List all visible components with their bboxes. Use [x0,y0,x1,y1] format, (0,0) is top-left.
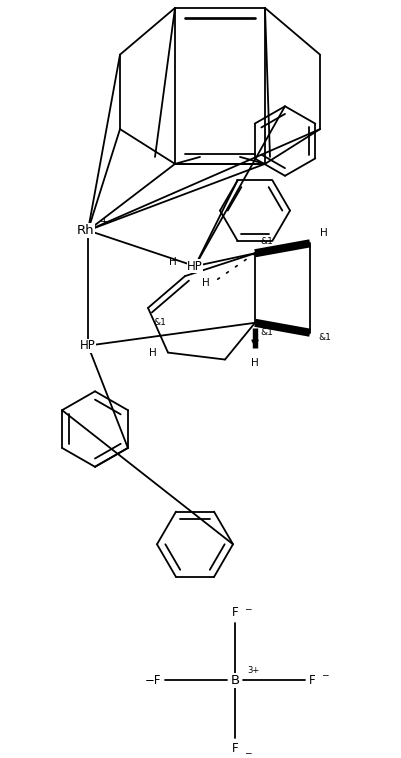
Text: HP: HP [80,339,95,352]
Text: −: − [243,604,251,612]
Text: &1: &1 [317,334,330,342]
Text: H: H [319,228,327,239]
Text: H: H [169,257,176,268]
Text: H: H [251,358,258,368]
Text: &1: &1 [153,318,166,327]
Text: &1: &1 [259,236,272,246]
Text: −: − [320,670,328,679]
Text: &1: &1 [259,328,272,337]
Text: F: F [231,606,238,619]
Text: 3+: 3+ [246,666,259,675]
Text: H: H [149,348,156,358]
Text: F: F [231,742,238,755]
Text: F: F [308,674,315,687]
Text: HP: HP [186,260,203,273]
Text: −F: −F [144,674,160,687]
Text: +: + [99,218,108,227]
Text: H: H [202,278,209,288]
Text: −: − [243,748,251,757]
Text: Rh: Rh [77,224,95,237]
Text: B: B [230,674,239,687]
